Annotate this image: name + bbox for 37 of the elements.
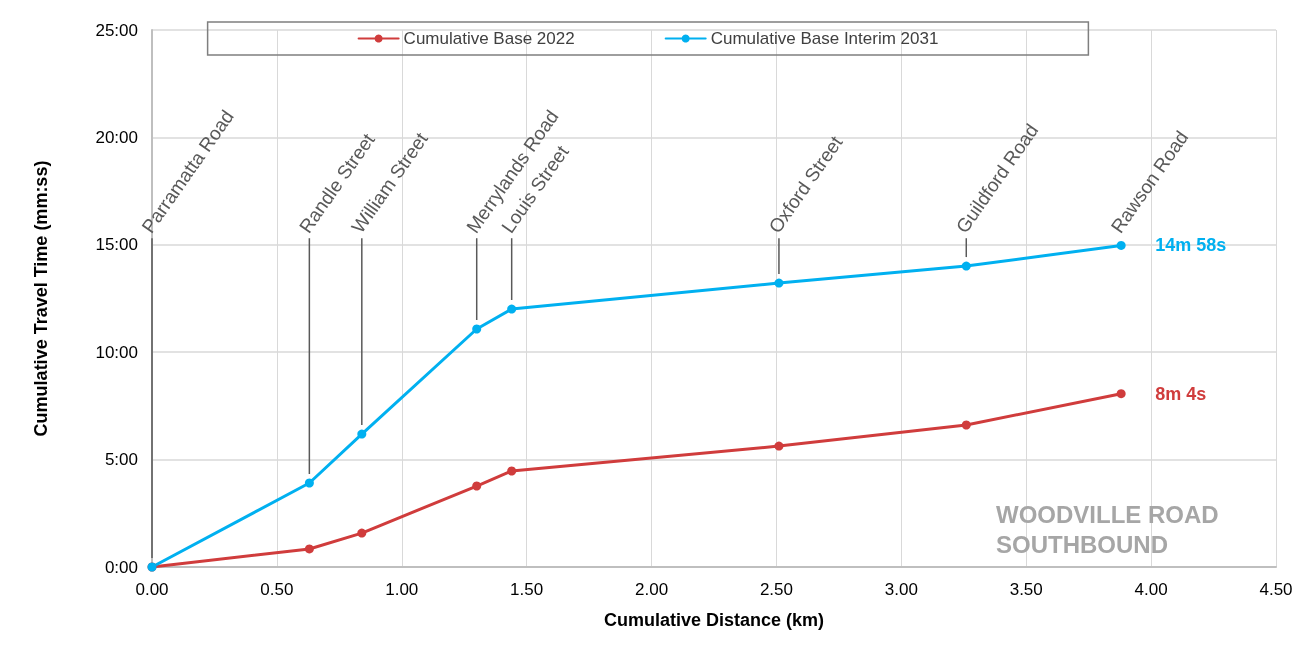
y-tick-label: 10:00 <box>95 342 138 362</box>
annotation: WOODVILLE ROAD SOUTHBOUND <box>996 500 1226 558</box>
x-tick-label: 3.00 <box>884 580 918 599</box>
legend-label: Cumulative Base Interim 2031 <box>710 29 939 48</box>
y-tick-label: 5:00 <box>104 450 138 470</box>
point <box>507 466 517 476</box>
point <box>961 420 971 430</box>
point <box>507 304 517 314</box>
x-tick-label: 0.00 <box>135 580 169 599</box>
legend-label: Cumulative Base 2022 <box>403 29 575 48</box>
point <box>304 544 314 554</box>
point <box>472 481 482 491</box>
x-axis-title: Cumulative Distance (km) <box>603 610 825 630</box>
x-tick-label: 0.50 <box>260 580 294 599</box>
y-tick-label: 20:00 <box>95 127 138 147</box>
y-tick-label: 15:00 <box>95 235 138 255</box>
point <box>357 429 367 439</box>
annotation: 14m 58s <box>1155 235 1227 256</box>
x-tick-label: 1.00 <box>385 580 419 599</box>
x-tick-label: 3.50 <box>1009 580 1043 599</box>
point <box>774 441 784 451</box>
x-tick-label: 2.50 <box>759 580 793 599</box>
x-tick-label: 2.00 <box>635 580 669 599</box>
point <box>472 324 482 334</box>
point <box>304 478 314 488</box>
x-tick-label: 1.50 <box>510 580 544 599</box>
y-tick-label: 25:00 <box>95 20 138 40</box>
point <box>357 528 367 538</box>
point <box>774 278 784 288</box>
annotation: 8m 4s <box>1155 383 1207 404</box>
x-tick-label: 4.00 <box>1134 580 1168 599</box>
y-tick-label: 0:00 <box>104 557 138 577</box>
point <box>961 261 971 271</box>
x-tick-label: 4.50 <box>1259 580 1293 599</box>
point <box>1116 240 1126 250</box>
y-axis-title: Cumulative Travel Time (mm:ss) <box>31 160 51 437</box>
point <box>1116 389 1126 399</box>
